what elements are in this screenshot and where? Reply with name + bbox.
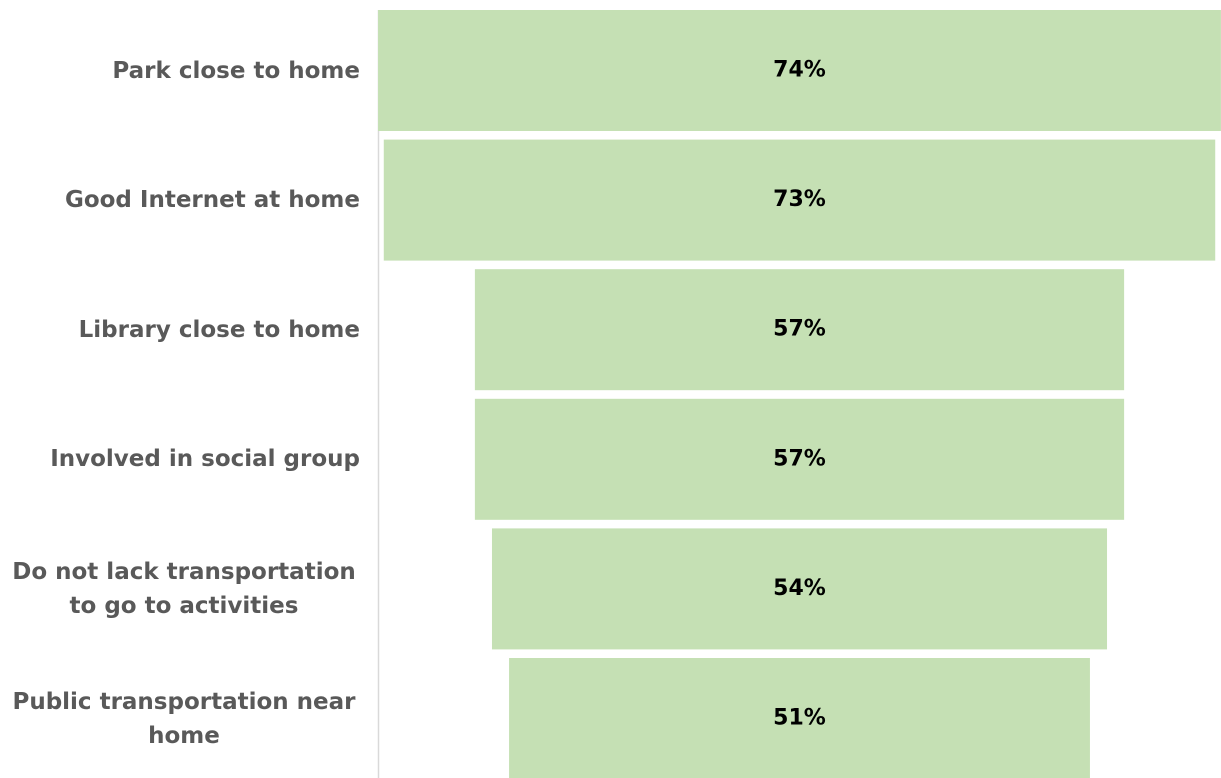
value-label: 57% xyxy=(773,317,826,342)
funnel-bar xyxy=(509,658,1090,778)
category-label: Good Internet at home xyxy=(64,187,360,214)
category-label: Library close to home xyxy=(78,316,360,343)
category-label-box: Library close to home xyxy=(0,269,360,390)
funnel-bar xyxy=(474,269,1125,391)
category-label-box: Do not lack transportation to go to acti… xyxy=(0,528,360,649)
funnel-bar xyxy=(383,139,1216,261)
category-label: Do not lack transportation to go to acti… xyxy=(12,558,356,619)
funnel-bar xyxy=(378,10,1221,131)
category-label: Public transportation near home xyxy=(12,688,356,749)
value-label: 54% xyxy=(773,576,826,601)
value-label: 74% xyxy=(773,58,826,83)
category-label-box: Public transportation near home xyxy=(0,658,360,778)
category-label-box: Good Internet at home xyxy=(0,140,360,261)
category-label-box: Involved in social group xyxy=(0,399,360,520)
value-label: 51% xyxy=(773,706,826,731)
funnel-bar xyxy=(491,528,1108,650)
category-label-box: Park close to home xyxy=(0,10,360,131)
category-label: Park close to home xyxy=(112,57,360,84)
category-label: Involved in social group xyxy=(50,446,360,473)
value-label: 73% xyxy=(773,187,826,212)
value-label: 57% xyxy=(773,446,826,471)
funnel-bar xyxy=(474,398,1125,520)
